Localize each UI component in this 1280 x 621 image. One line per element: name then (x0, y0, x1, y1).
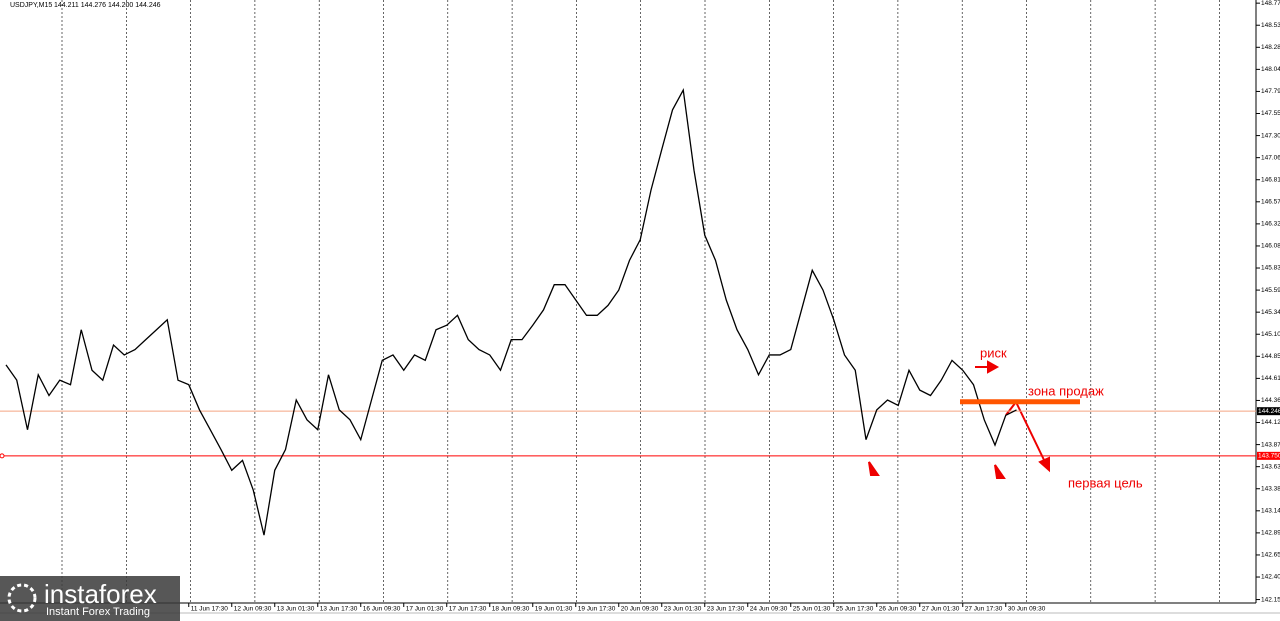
x-tick-label: 20 Jun 09:30 (621, 606, 659, 613)
x-tick-label: 11 Jun 17:30 (191, 606, 228, 613)
x-tick-label: 13 Jun 17:30 (320, 606, 358, 613)
x-tick-label: 19 Jun 01:30 (535, 606, 573, 613)
x-tick-label: 12 Jun 09:30 (234, 606, 272, 613)
y-tick-label: 147.550 (1261, 110, 1280, 117)
x-tick-label: 27 Jun 01:30 (922, 606, 960, 613)
level-handle (0, 453, 5, 459)
y-tick-label: 142.650 (1261, 552, 1280, 559)
y-tick-label: 144.610 (1261, 375, 1280, 382)
x-tick-label: 17 Jun 01:30 (406, 606, 444, 613)
x-tick-label: 23 Jun 17:30 (707, 606, 745, 613)
logo-box (0, 576, 180, 621)
x-tick-label: 18 Jun 09:30 (492, 606, 530, 613)
y-tick-label: 146.080 (1261, 243, 1280, 250)
y-tick-label: 147.305 (1261, 132, 1280, 139)
price-label-box (1257, 451, 1280, 460)
marker (994, 464, 1006, 479)
y-tick-label: 145.835 (1261, 265, 1280, 272)
price-label: 144.246 (1258, 408, 1280, 415)
y-tick-label: 143.385 (1261, 485, 1280, 492)
x-tick-label: 17 Jun 17:30 (449, 606, 487, 613)
logo: instaforex Instant Forex Trading (0, 576, 180, 621)
y-tick-label: 147.060 (1261, 154, 1280, 161)
y-tick-label: 142.895 (1261, 530, 1280, 537)
price-line (5, 88, 1017, 536)
x-tick-label: 24 Jun 09:30 (750, 606, 788, 613)
x-tick-label: 25 Jun 01:30 (793, 606, 831, 613)
y-tick-label: 145.590 (1261, 287, 1280, 294)
y-tick-label: 147.795 (1261, 88, 1280, 95)
marker (868, 461, 880, 476)
arrows (868, 360, 1050, 479)
y-tick-label: 148.285 (1261, 44, 1280, 51)
x-tick-label: 19 Jun 17:30 (578, 606, 616, 613)
price-label-box (1257, 407, 1280, 416)
y-tick-label: 148.775 (1261, 0, 1280, 7)
x-tick-label: 13 Jun 01:30 (277, 606, 315, 613)
y-tick-label: 145.100 (1261, 331, 1280, 338)
logo-tagline: Instant Forex Trading (46, 606, 150, 618)
x-tick-label: 16 Jun 09:30 (363, 606, 401, 613)
arrowhead (1038, 456, 1050, 473)
y-tick-label: 143.630 (1261, 463, 1280, 470)
x-tick-label: 30 Jun 09:30 (1008, 606, 1046, 613)
annotation: зона продаж (1028, 383, 1104, 398)
ohlc: 144.211 144.276 144.200 144.246 (54, 2, 161, 9)
y-tick-label: 144.365 (1261, 397, 1280, 404)
y-tick-label: 145.345 (1261, 309, 1280, 316)
arrowhead (987, 360, 1000, 374)
x-tick-label: 23 Jun 01:30 (664, 606, 702, 613)
y-tick-label: 144.120 (1261, 419, 1280, 426)
grid (61, 0, 1220, 603)
logo-name: instaforex (44, 579, 157, 609)
price-label: 143.750 (1258, 453, 1280, 460)
y-tick-label: 148.040 (1261, 66, 1280, 73)
y-tick-label: 142.155 (1261, 596, 1280, 603)
y-tick-label: 144.855 (1261, 353, 1280, 360)
logo-icon (7, 583, 37, 613)
y-tick-label: 146.325 (1261, 221, 1280, 228)
y-tick-label: 143.140 (1261, 508, 1280, 515)
annotation: риск (980, 345, 1007, 360)
symbol: USDJPY,M15 (10, 2, 52, 9)
annotation: первая цель (1068, 475, 1143, 490)
x-tick-label: 25 Jun 17:30 (836, 606, 874, 613)
y-tick-label: 146.815 (1261, 176, 1280, 183)
y-tick-label: 143.875 (1261, 441, 1280, 448)
x-tick-label: 26 Jun 09:30 (879, 606, 917, 613)
x-tick-label: 27 Jun 17:30 (965, 606, 1003, 613)
arrow (1015, 401, 1046, 463)
y-tick-label: 148.530 (1261, 22, 1280, 29)
y-tick-label: 146.570 (1261, 199, 1280, 206)
y-tick-label: 142.405 (1261, 574, 1280, 581)
